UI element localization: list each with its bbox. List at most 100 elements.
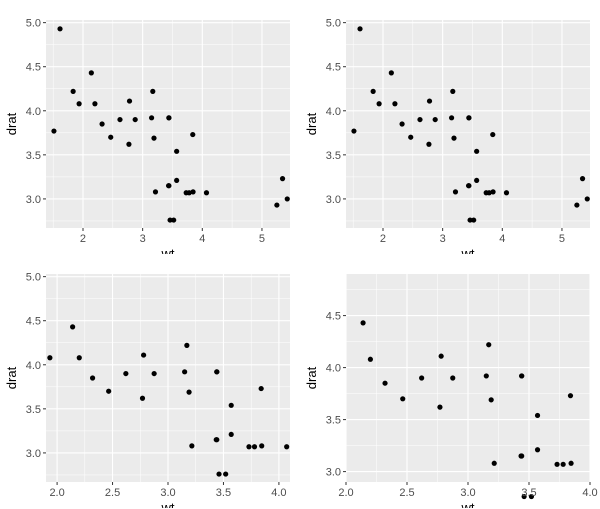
y-tick-label: 4.0: [326, 363, 341, 375]
data-point: [223, 471, 229, 477]
data-point: [474, 177, 480, 184]
x-tick-label: 3.0: [460, 487, 475, 499]
y-tick-label: 3.5: [326, 150, 341, 162]
y-tick-label: 4.5: [26, 62, 41, 74]
data-point: [151, 370, 157, 377]
data-point: [92, 101, 98, 107]
data-point: [190, 189, 196, 195]
scatter-plot-svg: 2.0 2.5 3.0 3.5 4.0 3.0 3.5 4.0 4.5 wt drat: [304, 274, 598, 508]
data-point: [167, 217, 173, 223]
data-points: [47, 324, 290, 477]
data-point: [534, 447, 541, 453]
data-point: [370, 88, 376, 94]
data-point: [488, 397, 494, 403]
gridlines: [345, 274, 591, 482]
data-point: [426, 98, 433, 104]
x-tick-label: 5: [259, 233, 265, 245]
data-point: [360, 320, 366, 326]
data-point: [108, 134, 114, 140]
y-tick-label: 3.5: [326, 415, 341, 427]
data-points: [351, 26, 590, 223]
data-point: [579, 176, 586, 182]
x-tick-label: 2: [380, 233, 386, 245]
data-point: [400, 396, 406, 402]
data-point: [486, 190, 492, 196]
y-tick-label: 4.0: [26, 106, 41, 118]
scatter-plot-svg: 2.0 2.5 3.0 3.5 4.0 3.0 3.5 4.0 4.5 5.0 wt drat: [4, 272, 290, 508]
x-tick-label: 4.0: [271, 487, 286, 499]
y-axis-title: drat: [4, 112, 19, 135]
data-point: [251, 444, 258, 450]
data-point: [438, 353, 444, 359]
y-tick-label: 3.5: [26, 404, 41, 416]
data-point: [448, 115, 455, 121]
scatter-plot-svg: 2 3 4 5 3.0 3.5 4.0 4.5 5.0 wt drat: [304, 18, 590, 254]
x-tick-label: 2.0: [49, 487, 64, 499]
data-point: [399, 121, 405, 127]
data-point: [70, 324, 76, 330]
data-point: [503, 190, 510, 196]
plot-background: [46, 20, 290, 228]
data-point: [490, 131, 496, 138]
y-tick-label: 3.0: [326, 194, 341, 206]
y-tick-label: 3.0: [26, 194, 41, 206]
data-point: [388, 70, 394, 76]
y-tick-label: 3.0: [26, 448, 41, 460]
data-point: [126, 98, 133, 104]
data-point: [174, 148, 180, 154]
y-tick-label: 4.5: [326, 62, 341, 74]
data-point: [426, 141, 432, 147]
y-tick-label: 4.0: [26, 360, 41, 372]
x-axis-title: wt: [461, 500, 475, 508]
data-point: [57, 26, 63, 32]
data-point: [432, 116, 438, 123]
x-axis-title: wt: [161, 246, 175, 254]
data-point: [214, 369, 220, 375]
data-point: [392, 101, 398, 107]
data-point: [568, 460, 574, 466]
data-point: [534, 412, 541, 419]
y-tick-label: 4.5: [326, 311, 341, 323]
data-point: [216, 471, 222, 477]
data-point: [152, 189, 159, 195]
data-point: [123, 370, 129, 377]
data-point: [89, 375, 96, 381]
data-point: [357, 26, 363, 32]
x-tick-label: 2.5: [399, 487, 414, 499]
data-point: [491, 460, 497, 466]
x-tick-label: 3: [140, 233, 146, 245]
data-point: [139, 395, 146, 401]
data-point: [382, 380, 388, 386]
scatter-plot-svg: 2 3 4 5 3.0 3.5 4.0 4.5 5.0 wt drat: [4, 18, 290, 254]
data-point: [186, 190, 192, 196]
data-point: [450, 88, 456, 94]
data-point: [521, 493, 527, 500]
data-point: [76, 101, 82, 107]
data-point: [483, 373, 489, 379]
data-point: [417, 116, 423, 123]
data-point: [88, 70, 94, 76]
data-point: [408, 134, 414, 140]
x-tick-label: 4.0: [582, 487, 597, 499]
data-point: [519, 373, 525, 379]
x-tick-label: 2.0: [338, 487, 353, 499]
data-point: [376, 101, 382, 107]
y-tick-label: 3.5: [26, 150, 41, 162]
x-tick-label: 3: [440, 233, 446, 245]
data-points: [51, 26, 290, 223]
data-point: [274, 202, 280, 208]
y-axis-title: drat: [4, 366, 19, 389]
gridlines: [46, 20, 290, 228]
data-point: [419, 375, 425, 381]
data-point: [474, 148, 480, 154]
y-tick-label: 4.5: [26, 316, 41, 328]
data-point: [466, 115, 472, 121]
y-axis-title: drat: [304, 366, 319, 389]
x-tick-label: 5: [559, 233, 565, 245]
y-tick-label: 5.0: [26, 272, 41, 284]
x-tick-label: 2.5: [105, 487, 120, 499]
data-point: [132, 116, 138, 123]
data-point: [467, 217, 473, 223]
data-point: [213, 437, 219, 443]
data-point: [574, 202, 580, 208]
